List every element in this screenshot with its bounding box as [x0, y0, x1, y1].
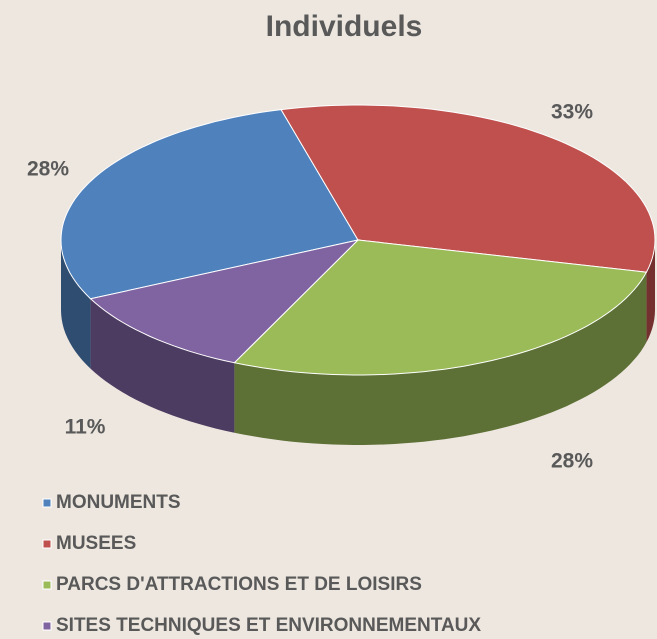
slice-side: [61, 240, 91, 369]
legend-label: MUSEES: [56, 533, 136, 554]
legend-label: SITES TECHNIQUES ET ENVIRONNEMENTAUX: [56, 615, 481, 636]
slice: [60, 109, 359, 300]
data-label: 28%: [551, 450, 593, 473]
slice-side: [646, 240, 655, 343]
chart-title: Individuels: [266, 10, 423, 43]
slice-side: [90, 298, 235, 433]
data-label: 28%: [27, 158, 69, 181]
legend-swatch: [42, 539, 52, 549]
legend-swatch: [42, 498, 52, 508]
slice: [89, 239, 360, 364]
legend-label: MONUMENTS: [56, 492, 181, 513]
legend-swatch: [42, 580, 52, 590]
legend-label: PARCS D'ATTRACTIONS ET DE LOISIRS: [56, 574, 422, 595]
slice: [280, 104, 656, 273]
slice: [233, 239, 648, 376]
legend-swatch: [42, 621, 52, 631]
slice-side: [234, 272, 647, 445]
data-label: 11%: [65, 416, 106, 439]
data-label: 33%: [551, 101, 593, 124]
